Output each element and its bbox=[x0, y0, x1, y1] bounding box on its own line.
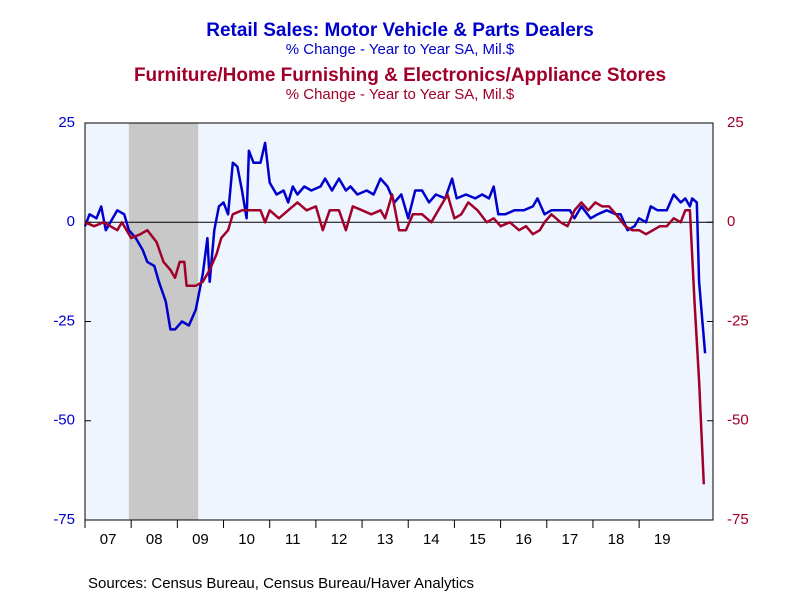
x-tick-label: 15 bbox=[469, 531, 486, 548]
y2-tick-label: -25 bbox=[727, 312, 749, 329]
plot-frame bbox=[84, 122, 714, 521]
y2-tick-label: 0 bbox=[727, 213, 735, 230]
chart-subtitle: % Change - Year to Year SA, Mil.$ bbox=[286, 41, 515, 58]
x-tick-label: 12 bbox=[331, 531, 348, 548]
x-tick-label: 14 bbox=[423, 531, 440, 548]
y-tick-label: 0 bbox=[67, 213, 75, 230]
x-tick-label: 13 bbox=[377, 531, 394, 548]
x-tick-label: 18 bbox=[608, 531, 625, 548]
y-tick-label: -50 bbox=[53, 412, 75, 429]
source: Sources: Census Bureau, Census Bureau/Ha… bbox=[88, 575, 474, 592]
x-tick-label: 10 bbox=[238, 531, 255, 548]
y-tick-label: -25 bbox=[53, 312, 75, 329]
x-tick-label: 09 bbox=[192, 531, 209, 548]
y2-tick-label: 25 bbox=[727, 114, 744, 131]
y2-tick-label: -50 bbox=[727, 412, 749, 429]
series-line bbox=[84, 193, 706, 485]
y-tick-label: 25 bbox=[58, 114, 75, 131]
recession-shade bbox=[128, 123, 199, 520]
x-tick-label: 17 bbox=[562, 531, 579, 548]
x-tick-label: 16 bbox=[515, 531, 532, 548]
y-tick-label: -75 bbox=[53, 511, 75, 528]
x-tick-label: 11 bbox=[285, 531, 301, 548]
x-tick-label: 19 bbox=[654, 531, 671, 548]
chart-title: Retail Sales: Motor Vehicle & Parts Deal… bbox=[206, 20, 594, 41]
y2-tick-label: -75 bbox=[727, 511, 749, 528]
x-tick-label: 08 bbox=[146, 531, 163, 548]
x-tick-label: 07 bbox=[100, 531, 117, 548]
chart-subtitle-2: % Change - Year to Year SA, Mil.$ bbox=[286, 86, 515, 103]
chart-title-2: Furniture/Home Furnishing & Electronics/… bbox=[134, 65, 666, 86]
